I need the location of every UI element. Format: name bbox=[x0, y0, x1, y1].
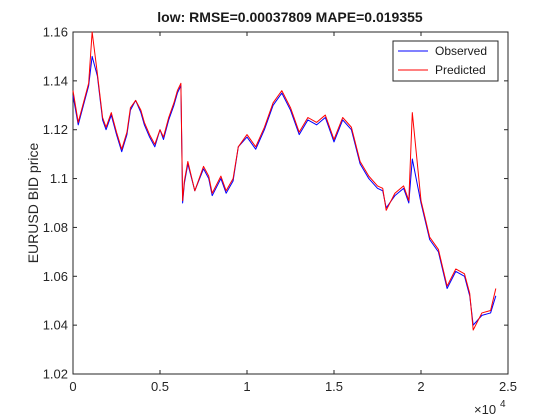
legend-entry-observed: Observed bbox=[435, 44, 487, 58]
y-tick-label: 1.12 bbox=[43, 122, 68, 137]
legend: Observed Predicted bbox=[392, 40, 499, 82]
x-tick-label: 2 bbox=[417, 379, 424, 394]
x-tick-label: 1.5 bbox=[325, 379, 343, 394]
y-tick-label: 1.08 bbox=[43, 220, 68, 235]
x-tick-label: 0.5 bbox=[151, 379, 169, 394]
y-tick-label: 1.02 bbox=[43, 367, 68, 382]
x-exponent: ×10 4 bbox=[474, 399, 506, 417]
x-tick-label: 2.5 bbox=[499, 379, 517, 394]
y-tick-label: 1.16 bbox=[43, 25, 68, 40]
y-tick-label: 1.04 bbox=[43, 318, 68, 333]
series-layer bbox=[72, 31, 497, 331]
x-tick-label: 0 bbox=[69, 379, 76, 394]
legend-box bbox=[392, 40, 499, 82]
y-tick-label: 1.06 bbox=[43, 269, 68, 284]
y-tick-label: 1.1 bbox=[50, 171, 68, 186]
y-axis-label: EURUSD BID price bbox=[25, 143, 41, 264]
x-exponent-power: 4 bbox=[500, 399, 506, 410]
x-tick-label: 1 bbox=[243, 379, 250, 394]
series-line-predicted bbox=[72, 31, 497, 331]
chart-title: low: RMSE=0.00037809 MAPE=0.019355 bbox=[157, 9, 423, 25]
y-tick-label: 1.14 bbox=[43, 73, 68, 88]
axes-layer: 0 0.5 1 1.5 2 2.5 1.02 1.04 1.06 1.08 1.1 1.12 1.14 1… bbox=[43, 25, 517, 395]
plot-area bbox=[72, 31, 509, 375]
x-exponent-base: ×10 bbox=[474, 402, 496, 417]
legend-entry-predicted: Predicted bbox=[435, 63, 486, 77]
plot-frame bbox=[72, 31, 509, 375]
